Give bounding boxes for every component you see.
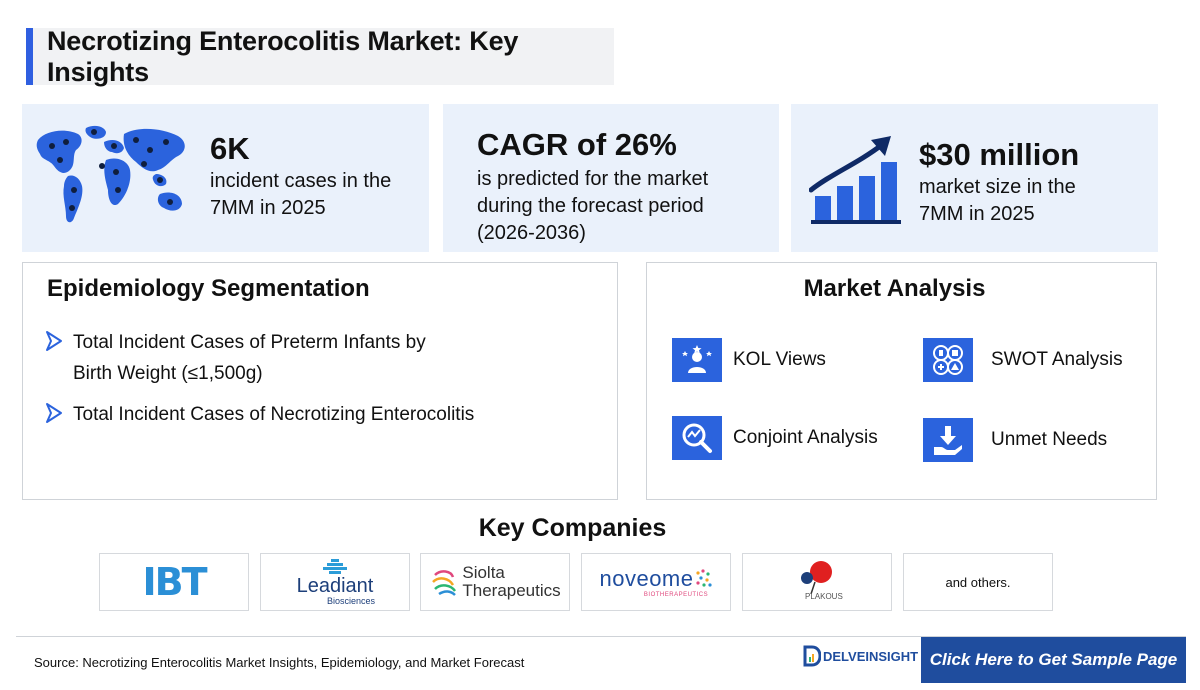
source-text: Source: Necrotizing Enterocolitis Market… — [34, 655, 525, 670]
market-analysis-label: Conjoint Analysis — [733, 427, 878, 448]
stat-description-line: is predicted for the market — [477, 168, 709, 190]
market-analysis-item-kol: KOL Views — [672, 338, 826, 382]
stat-value: 6K — [210, 131, 250, 166]
growth-chart-icon — [809, 136, 901, 224]
swot-icon — [923, 338, 973, 382]
key-companies-title: Key Companies — [478, 514, 667, 542]
epidemiology-segmentation-panel: Epidemiology Segmentation Total Incident… — [22, 262, 618, 500]
footer-divider — [16, 636, 1186, 637]
get-sample-page-button[interactable]: Click Here to Get Sample Page — [921, 637, 1186, 683]
leadiant-mark-icon — [323, 558, 347, 574]
stat-value: CAGR of 26% — [477, 127, 677, 162]
stat-card-market-size: $30 million market size in the 7MM in 20… — [791, 104, 1158, 252]
company-logo-leadiant: Leadiant Biosciences — [260, 553, 410, 611]
market-analysis-panel: Market Analysis KOL Views — [646, 262, 1157, 500]
page-title: Necrotizing Enterocolitis Market: Key In… — [47, 25, 519, 87]
stat-card-cagr: CAGR of 26% is predicted for the market … — [443, 104, 779, 252]
siolta-swirl-icon — [432, 570, 457, 596]
company-logo-others: and others. — [903, 553, 1053, 611]
company-logo-ibt: IBT — [99, 553, 249, 611]
epidemiology-title: Epidemiology Segmentation — [47, 275, 370, 302]
leadiant-logo-text: Leadiant — [296, 574, 374, 597]
page-title-box: Necrotizing Enterocolitis Market: Key In… — [26, 25, 614, 87]
stat-description-line: 7MM in 2025 — [210, 197, 326, 219]
market-analysis-label: Unmet Needs — [991, 429, 1108, 450]
delveinsight-mark-icon — [803, 645, 821, 667]
epidemiology-item-text: Total Incident Cases of Necrotizing Ente… — [73, 404, 475, 425]
company-logo-siolta: Siolta Therapeutics — [420, 553, 570, 611]
company-logo-plakous: PLAKOUS — [742, 553, 892, 611]
world-map-icon — [36, 125, 185, 223]
plakous-logo-text: PLAKOUS — [805, 592, 843, 601]
market-analysis-item-conjoint: Conjoint Analysis — [672, 416, 878, 460]
chevron-right-icon — [46, 403, 62, 423]
epidemiology-item-text: Birth Weight (≤1,500g) — [73, 363, 263, 384]
company-logo-noveome: noveome BIOTHERAPEUTICS — [581, 553, 731, 611]
siolta-logo-subtext: Therapeutics — [462, 581, 561, 600]
stat-card-incident-cases: 6K incident cases in the 7MM in 2025 — [22, 104, 429, 252]
leadiant-logo-subtext: Biosciences — [326, 595, 375, 606]
market-analysis-item-swot: SWOT Analysis — [923, 338, 1123, 382]
delveinsight-logo: DELVEINSIGHT — [803, 645, 918, 667]
conjoint-icon — [672, 416, 722, 460]
chevron-right-icon — [46, 331, 62, 351]
epidemiology-item: Total Incident Cases of Preterm Infants … — [45, 327, 426, 389]
market-analysis-title: Market Analysis — [803, 275, 986, 302]
kol-icon — [672, 338, 722, 382]
unmet-needs-icon — [923, 418, 973, 462]
market-analysis-label: KOL Views — [733, 349, 826, 370]
siolta-logo-text: Siolta — [462, 563, 505, 582]
noveome-logo-text: noveome — [599, 566, 694, 591]
stat-description-line: market size in the — [919, 176, 1076, 198]
others-text: and others. — [945, 574, 1011, 590]
plakous-mark-icon — [801, 561, 832, 594]
delveinsight-logo-text: DELVEINSIGHT — [823, 648, 919, 664]
noveome-dots-icon — [695, 569, 712, 587]
epidemiology-item: Total Incident Cases of Necrotizing Ente… — [45, 399, 474, 430]
noveome-logo-subtext: BIOTHERAPEUTICS — [643, 592, 709, 598]
stat-value: $30 million — [919, 137, 1080, 172]
market-analysis-item-unmet-needs: Unmet Needs — [923, 418, 1107, 462]
epidemiology-item-text: Total Incident Cases of Preterm Infants … — [73, 332, 426, 353]
stat-description-line: (2026-2036) — [477, 222, 586, 244]
stat-description-line: incident cases in the — [210, 170, 392, 192]
stat-description-line: during the forecast period — [477, 195, 704, 217]
ibt-logo-text: IBT — [142, 560, 207, 604]
stat-description-line: 7MM in 2025 — [919, 203, 1035, 225]
market-analysis-label: SWOT Analysis — [991, 349, 1123, 370]
get-sample-page-label: Click Here to Get Sample Page — [929, 650, 1178, 669]
